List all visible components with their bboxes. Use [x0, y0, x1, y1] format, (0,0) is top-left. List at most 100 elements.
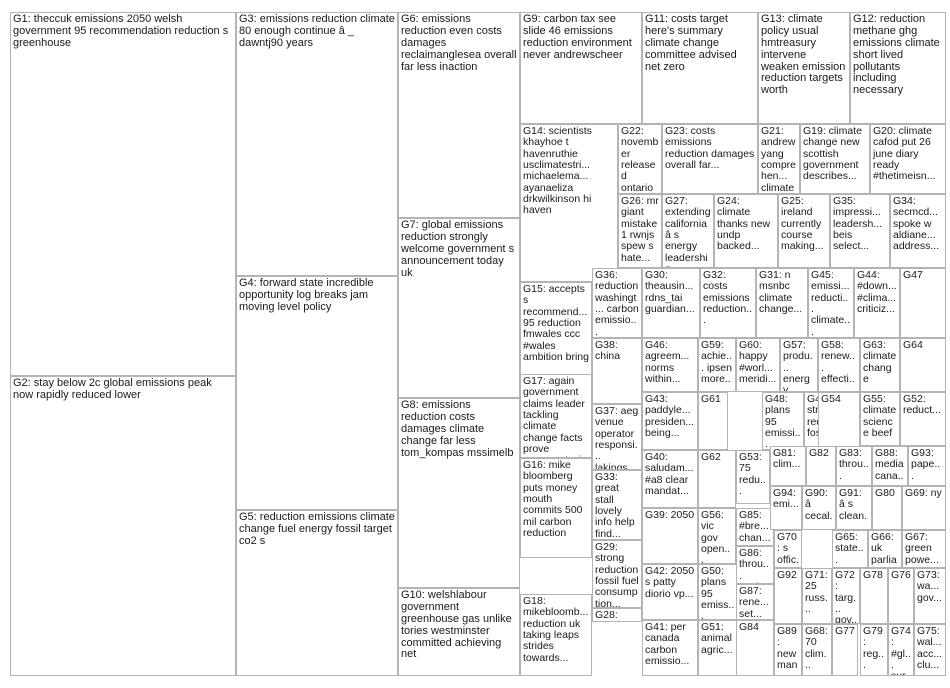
group-label-g9: G9: carbon tax see slide 46 emissions re…: [523, 13, 635, 61]
group-label-g60: G60: happy #worl... meridi...: [739, 339, 777, 385]
group-label-g27: G27: extending californiaâ s energy lead…: [665, 195, 711, 267]
group-panel-g70: G70: s offic...: [774, 530, 802, 568]
group-label-g86: G86: throu... enab...: [739, 547, 769, 583]
group-panel-g86: G86: throu... enab...: [736, 546, 774, 584]
group-label-g53: G53: 75 redu...: [739, 451, 766, 497]
group-panel-g37: G37: aeg venue operator responsi... laki…: [592, 404, 642, 470]
group-label-g19: G19: climate change new scottish governm…: [803, 125, 865, 183]
group-panel-g36: G36: reduction washingt... carbon emissi…: [592, 268, 642, 338]
group-panel-g88: G88: media cana...: [872, 446, 908, 486]
group-label-g44: G44: #down... #clima... criticiz...: [857, 269, 900, 315]
group-panel-g62: G62: [698, 450, 736, 508]
group-panel-g94: G94: emi...: [770, 486, 802, 530]
group-label-g50: G50: plans 95 emiss...: [701, 565, 735, 620]
group-panel-g20: G20: climate cafod put 26 june diary rea…: [870, 124, 946, 194]
group-panel-g80: G80: [872, 486, 902, 530]
group-panel-g30: G30: theausin... rdns_tai guardian...: [642, 268, 700, 338]
group-panel-g83: G83: throu...: [836, 446, 872, 486]
group-label-g36: G36: reduction washingt... carbon emissi…: [595, 269, 642, 338]
group-label-g70: G70: s offic...: [777, 531, 799, 567]
group-panel-g79: G79: reg...: [860, 624, 888, 676]
group-panel-g9: G9: carbon tax see slide 46 emissions re…: [520, 12, 642, 124]
group-label-g39: G39: 2050: [645, 509, 695, 521]
group-label-g21: G21: andrewyang comprehen... climate cha…: [761, 125, 797, 194]
group-panel-g13: G13: climate policy usual hmtreasury int…: [758, 12, 850, 124]
group-panel-g50: G50: plans 95 emiss...: [698, 564, 738, 620]
group-panel-g68: G68: 70 clim...: [802, 624, 832, 676]
group-label-g6: G6: emissions reduction even costs damag…: [401, 13, 520, 73]
group-label-g15: G15: accepts s recommend... 95 reduction…: [523, 283, 591, 363]
group-label-g46: G46: agreem... norms within...: [645, 339, 693, 385]
group-panel-g5: G5: reduction emissions climate change f…: [236, 510, 398, 676]
group-label-g79: G79: reg...: [863, 625, 885, 671]
group-panel-g11: G11: costs target here's summary climate…: [642, 12, 758, 124]
group-panel-g10: G10: welshlabour government greenhouse g…: [398, 588, 520, 676]
group-panel-g3: G3: emissions reduction climate 80 enoug…: [236, 12, 398, 276]
group-label-g1: G1: theccuk emissions 2050 welsh governm…: [13, 13, 232, 49]
group-panel-g77: G77: [832, 624, 858, 676]
group-label-g20: G20: climate cafod put 26 june diary rea…: [873, 125, 936, 183]
group-panel-g48: G48: plans 95 emissi...: [762, 392, 804, 450]
group-label-g35: G35: impressi... leadersh... beis select…: [833, 195, 885, 253]
group-label-g42: G42: 2050 s patty diorio vp...: [645, 565, 697, 600]
group-label-g22: G22: november released ontario s environ…: [621, 125, 659, 194]
group-label-g78: G78: [863, 569, 883, 581]
group-panel-g35: G35: impressi... leadersh... beis select…: [830, 194, 890, 268]
group-label-g28: G28: transport...: [595, 609, 636, 621]
group-panel-g58: G58: renew... effecti...: [818, 338, 860, 392]
group-label-g81: G81: clim...: [773, 447, 801, 471]
group-label-g66: G66: uk parlia...: [871, 531, 897, 567]
group-label-g40: G40: saludam... #a8 clear mandat...: [645, 451, 697, 497]
group-panel-g75: G75: wal... acc... clu...: [914, 624, 946, 676]
group-panel-g38: G38: china: [592, 338, 642, 404]
group-label-g47: G47: [903, 269, 923, 281]
group-label-g24: G24: climate thanks new undp backed...: [717, 195, 774, 253]
group-label-g11: G11: costs target here's summary climate…: [645, 13, 740, 73]
group-label-g87: G87: rene... set...: [739, 585, 772, 620]
group-panel-g66: G66: uk parlia...: [868, 530, 902, 568]
group-label-g65: G65: state...: [835, 531, 864, 566]
group-label-g41: G41: per canada carbon emissio...: [645, 621, 690, 667]
group-panel-g85: G85: #bre... chan...: [736, 508, 774, 546]
group-panel-g21: G21: andrewyang comprehen... climate cha…: [758, 124, 800, 194]
group-label-g61: G61: [701, 393, 721, 405]
group-label-g48: G48: plans 95 emissi...: [765, 393, 801, 450]
group-label-g13: G13: climate policy usual hmtreasury int…: [761, 13, 849, 97]
group-label-g37: G37: aeg venue operator responsi... laki…: [595, 405, 642, 470]
group-label-g73: G73: wa... gov...: [917, 569, 943, 604]
group-panel-g53: G53: 75 redu...: [736, 450, 770, 504]
group-label-g17: G17: again government claims leader tack…: [523, 375, 587, 457]
group-label-g63: G63: climate change: [863, 339, 900, 385]
group-panel-g33: G33: great stall lovely info help find..…: [592, 470, 642, 540]
group-panel-g64: G64: [900, 338, 946, 392]
group-panel-g24: G24: climate thanks new undp backed...: [714, 194, 778, 268]
group-label-g8: G8: emissions reduction costs damages cl…: [401, 399, 514, 459]
group-label-g10: G10: welshlabour government greenhouse g…: [401, 589, 515, 661]
group-label-g16: G16: mike bloomberg puts money mouth com…: [523, 459, 586, 539]
group-panel-g56: G56: vic gov open... consu...: [698, 508, 736, 564]
group-panel-g12: G12: reduction methane ghg emissions cli…: [850, 12, 946, 124]
group-label-g38: G38: china: [595, 339, 621, 363]
group-label-g2: G2: stay below 2c global emissions peak …: [13, 377, 215, 401]
group-panel-g44: G44: #down... #clima... criticiz...: [854, 268, 900, 338]
group-label-g32: G32: costs emissions reduction...: [703, 269, 753, 327]
group-label-g51: G51: animal agric...: [701, 621, 735, 656]
group-panel-g41: G41: per canada carbon emissio...: [642, 620, 698, 676]
group-panel-g72: G72: targ... gov...: [832, 568, 860, 624]
group-panel-g46: G46: agreem... norms within...: [642, 338, 698, 392]
group-label-g26: G26: mr giant mistake 1 rwnjs spew s hat…: [621, 195, 662, 264]
group-panel-g43: G43: paddyle... presiden... being...: [642, 392, 698, 450]
group-panel-g57: G57: produ... energy: [780, 338, 818, 392]
group-label-g58: G58: renew... effecti...: [821, 339, 855, 392]
group-panel-g4: G4: forward state incredible opportunity…: [236, 276, 398, 510]
group-label-g43: G43: paddyle... presiden... being...: [645, 393, 697, 439]
group-panel-g29: G29: strong reduction fossil fuel consum…: [592, 540, 642, 608]
group-label-g84: G84: [739, 621, 759, 633]
group-label-g23: G23: costs emissions reduction damages o…: [665, 125, 758, 171]
group-panel-g17: G17: again government claims leader tack…: [520, 374, 592, 458]
group-panel-g55: G55: climate science beef: [860, 392, 900, 446]
group-panel-g16: G16: mike bloomberg puts money mouth com…: [520, 458, 592, 558]
group-label-g14: G14: scientists khayhoe t havenruthie us…: [523, 125, 595, 217]
group-label-g55: G55: climate science beef: [863, 393, 900, 439]
group-label-g68: G68: 70 clim...: [805, 625, 831, 671]
